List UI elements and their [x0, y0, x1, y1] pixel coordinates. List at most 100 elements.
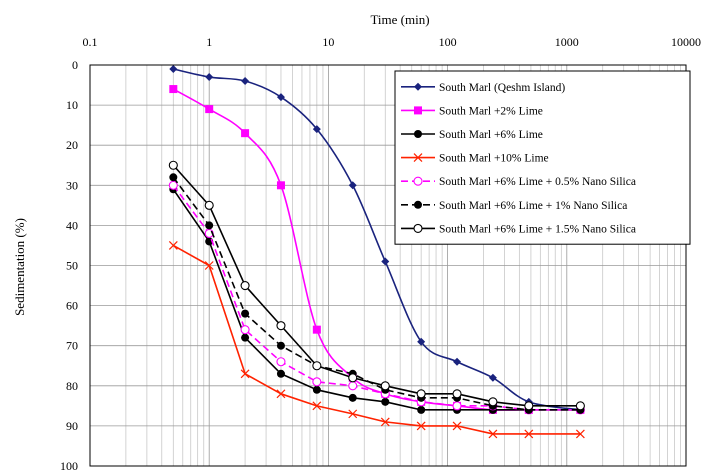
- y-tick-label: 40: [66, 218, 78, 232]
- y-tick-label: 20: [66, 138, 78, 152]
- data-point: [488, 373, 497, 382]
- data-point: [276, 93, 285, 102]
- legend-label: South Marl +6% Lime: [439, 129, 543, 141]
- y-tick-label: 90: [66, 419, 78, 433]
- data-point: [240, 369, 250, 379]
- legend-item: South Marl +6% Lime + 1% Nano Silica: [401, 200, 627, 212]
- series-line: [172, 244, 581, 435]
- y-tick-label: 50: [66, 259, 78, 273]
- y-tick-label: 70: [66, 339, 78, 353]
- data-point: [205, 73, 214, 82]
- data-point: [413, 223, 423, 233]
- data-point: [488, 397, 498, 407]
- plot-frame: [89, 64, 687, 467]
- y-tick-label: 10: [66, 98, 78, 112]
- data-point: [168, 160, 178, 170]
- data-point: [312, 125, 321, 134]
- legend-item: South Marl +2% Lime: [401, 105, 543, 117]
- data-point: [312, 377, 322, 387]
- data-point: [416, 389, 426, 399]
- data-point: [452, 401, 462, 411]
- data-point: [241, 309, 250, 318]
- legend-label: South Marl +6% Lime + 0.5% Nano Silica: [439, 176, 636, 188]
- data-point: [205, 221, 214, 230]
- series-line: [172, 188, 581, 411]
- series-7: [168, 160, 585, 411]
- data-point: [169, 173, 178, 182]
- x-axis-title: Time (min): [370, 12, 429, 27]
- data-point: [413, 153, 423, 163]
- data-point: [204, 200, 214, 210]
- data-point: [240, 325, 250, 335]
- x-tick-label: 100: [439, 35, 457, 49]
- data-point: [241, 129, 250, 138]
- data-point: [414, 200, 422, 209]
- data-point: [413, 176, 423, 186]
- data-point: [380, 417, 390, 427]
- x-tick-label: 10: [322, 35, 334, 49]
- data-point: [348, 393, 357, 402]
- data-point: [276, 369, 285, 378]
- data-point: [416, 421, 426, 431]
- legend-item: South Marl +6% Lime: [401, 129, 543, 141]
- x-tick-label: 1000: [555, 35, 579, 49]
- data-point: [348, 409, 358, 419]
- legend-item: South Marl (Qeshm Island): [401, 82, 565, 94]
- y-tick-label: 60: [66, 299, 78, 313]
- data-point: [168, 241, 178, 250]
- data-point: [276, 357, 286, 367]
- data-point: [204, 261, 214, 270]
- data-point: [240, 280, 250, 291]
- data-point: [276, 341, 285, 350]
- legend-label: South Marl +2% Lime: [439, 105, 543, 117]
- data-point: [348, 181, 357, 190]
- data-point: [312, 325, 321, 334]
- data-point: [312, 385, 321, 394]
- data-point: [276, 321, 286, 331]
- x-tick-label: 10000: [671, 35, 701, 49]
- data-point: [575, 429, 585, 439]
- data-point: [488, 429, 498, 439]
- y-tick-label: 100: [60, 459, 78, 473]
- data-point: [276, 389, 286, 399]
- data-point: [380, 381, 390, 391]
- legend-item: South Marl +6% Lime + 0.5% Nano Silica: [401, 176, 636, 188]
- legend: South Marl (Qeshm Island) South Marl +2% …: [394, 70, 691, 245]
- data-point: [452, 389, 462, 399]
- data-point: [276, 181, 285, 190]
- series-line: [172, 184, 581, 411]
- data-point: [417, 405, 426, 414]
- x-tick-label: 0.1: [83, 35, 98, 49]
- data-point: [381, 257, 390, 266]
- x-tick-label: 1: [206, 35, 212, 49]
- data-point: [241, 333, 250, 342]
- series-group: [168, 65, 585, 439]
- legend-box: [394, 70, 691, 245]
- legend-label: South Marl +6% Lime + 1% Nano Silica: [439, 200, 627, 212]
- legend-label: South Marl +6% Lime + 1.5% Nano Silica: [439, 223, 636, 235]
- data-point: [312, 361, 322, 371]
- data-point: [453, 357, 462, 366]
- series-line: [172, 164, 581, 407]
- data-point: [414, 82, 422, 91]
- data-point: [169, 65, 178, 74]
- data-point: [414, 106, 422, 115]
- data-point: [241, 77, 250, 86]
- data-point: [414, 130, 422, 138]
- data-point: [381, 397, 390, 406]
- data-point: [575, 401, 585, 411]
- y-axis-title: Sedimentation (%): [12, 218, 27, 316]
- legend-label: South Marl (Qeshm Island): [439, 82, 565, 94]
- data-point: [312, 401, 322, 411]
- data-point: [417, 337, 426, 346]
- data-point: [169, 85, 178, 94]
- data-point: [205, 105, 214, 114]
- data-point: [348, 381, 358, 391]
- y-tick-label: 0: [72, 58, 78, 72]
- legend-item: South Marl +6% Lime + 1.5% Nano Silica: [401, 223, 636, 235]
- series-4: [168, 241, 585, 439]
- y-tick-label: 80: [66, 379, 78, 393]
- data-point: [452, 421, 462, 431]
- tick-labels: 0.1 1 10 100 1000 10000 0 10 20 30 40 50 60 70 80 90 100: [60, 35, 701, 473]
